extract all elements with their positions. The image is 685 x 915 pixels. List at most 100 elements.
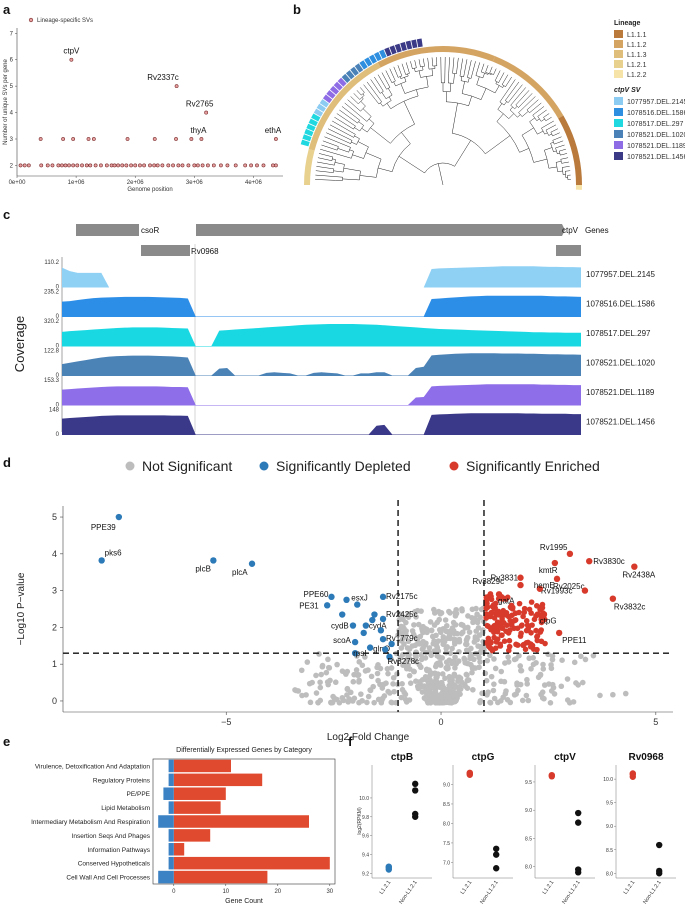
b-legend-lineage-label: L1.2.2: [627, 72, 647, 79]
f-y-tick-label: 9.8: [362, 815, 369, 821]
a-point: [243, 163, 248, 168]
d-point-enriched: [487, 613, 494, 620]
b-tree-branch: [501, 81, 504, 85]
d-point-not-significant: [483, 677, 490, 684]
d-point-depleted: [381, 646, 389, 653]
b-tree-branch: [502, 85, 505, 88]
b-tree-branch: [388, 88, 393, 96]
d-point-not-significant: [430, 640, 437, 647]
e-bar-enriched: [173, 829, 211, 842]
d-point-not-significant: [487, 652, 493, 659]
b-sv-tile: [411, 39, 418, 49]
a-y-tick-label: 4: [10, 111, 14, 117]
f-title-ctpV: ctpV: [554, 752, 576, 763]
e-category-label: PE/PPE: [127, 791, 151, 798]
d-point-not-significant: [445, 665, 451, 672]
d-y-axis-label: −Log10 P−value: [16, 572, 27, 645]
b-tree-branch: [550, 141, 554, 144]
b-tree-branch: [543, 120, 554, 127]
d-point-enriched: [520, 613, 526, 620]
b-tree-branch: [347, 99, 356, 107]
b-tree-branch: [454, 140, 471, 167]
b-tree-arc: [545, 129, 549, 136]
f-y-tick-label: 9.2: [362, 871, 369, 877]
b-tree-branch: [477, 62, 481, 71]
d-point-not-significant: [491, 656, 497, 662]
e-bar-depleted: [158, 870, 174, 884]
b-tree-branch: [495, 81, 498, 84]
d-point-not-significant: [401, 689, 407, 696]
d-label-Rv2025c: Rv2025c: [553, 582, 585, 591]
c-track-label-1078521.DEL.1189: 1078521.DEL.1189: [586, 388, 655, 397]
d-label-Rv3831: Rv3831: [491, 574, 519, 583]
d-point-not-significant: [518, 667, 525, 674]
f-y-tick-label: 8.5: [443, 802, 450, 808]
b-tree-branch: [529, 109, 534, 113]
d-point-depleted: [328, 593, 335, 601]
d-point-enriched: [483, 615, 489, 621]
b-tree-branch: [422, 66, 424, 71]
d-point-not-significant: [564, 676, 571, 682]
e-x-axis-label: Gene Count: [225, 898, 263, 905]
d-point-not-significant: [403, 619, 409, 626]
b-tree-branch: [317, 161, 332, 165]
b-tree-branch: [345, 136, 353, 141]
c-track-zero-1078521.DEL.1020: 0: [56, 373, 60, 379]
b-tree-branch: [555, 146, 559, 149]
b-tree-arc: [334, 159, 336, 166]
f-x-tick-label: Non-L1.2.1: [479, 880, 500, 906]
d-legend-marker: [259, 461, 269, 471]
b-tree-branch: [540, 118, 545, 122]
b-tree-branch: [537, 113, 542, 117]
panel-label-a: a: [3, 2, 11, 17]
b-tree-branch: [514, 106, 518, 109]
f-y-tick-label: 8.0: [606, 871, 613, 877]
d-point-enriched: [502, 612, 509, 618]
b-tree-branch: [557, 144, 565, 148]
d-point-enriched: [523, 618, 530, 624]
b-tree-branch: [485, 135, 511, 155]
c-track-label-1077957.DEL.2145: 1077957.DEL.2145: [586, 270, 656, 279]
b-sv-tile: [405, 40, 413, 50]
d-point-enriched: [526, 606, 533, 613]
d-point-not-significant: [515, 687, 521, 694]
f-point: [412, 787, 419, 794]
b-sv-tile: [306, 123, 316, 132]
d-point-not-significant: [437, 659, 443, 666]
d-point-enriched: [512, 610, 519, 617]
c-gene-ctpV-arrow: [562, 224, 565, 236]
d-point-not-significant: [451, 630, 457, 637]
a-x-tick-label: 3e+06: [186, 180, 204, 186]
b-tree-arc: [552, 140, 555, 145]
b-tree-branch: [332, 158, 336, 160]
d-point-enriched: [491, 628, 497, 635]
c-coverage-area-1078516.DEL.1586: [62, 295, 581, 317]
b-sv-tile: [319, 99, 329, 108]
b-tree-branch: [403, 70, 406, 75]
b-tree-branch: [550, 131, 553, 133]
d-point-not-significant: [475, 625, 482, 631]
d-point-not-significant: [351, 671, 357, 678]
b-tree-branch: [349, 149, 354, 152]
d-point-not-significant: [470, 686, 476, 693]
f-y-tick-label: 9.5: [606, 801, 613, 807]
d-point-not-significant: [495, 699, 501, 706]
d-point-enriched: [485, 635, 492, 642]
b-tree-branch: [317, 157, 330, 161]
b-sv-tile: [350, 66, 359, 76]
d-point-not-significant: [400, 661, 407, 667]
d-point-depleted: [377, 627, 385, 634]
d-point-not-significant: [488, 673, 495, 680]
d-point-depleted: [386, 653, 393, 661]
b-tree-branch: [557, 152, 560, 155]
c-gene-label-ctpV: ctpV: [562, 226, 579, 235]
d-y-tick-label: 1: [52, 659, 57, 669]
a-point: [204, 110, 209, 115]
d-point-not-significant: [477, 659, 483, 665]
d-point-not-significant: [426, 645, 433, 651]
b-tree-branch: [362, 90, 365, 93]
b-tree-branch: [485, 65, 489, 72]
d-point-not-significant: [405, 614, 412, 620]
d-point-not-significant: [464, 685, 471, 692]
d-point-not-significant: [359, 697, 365, 704]
